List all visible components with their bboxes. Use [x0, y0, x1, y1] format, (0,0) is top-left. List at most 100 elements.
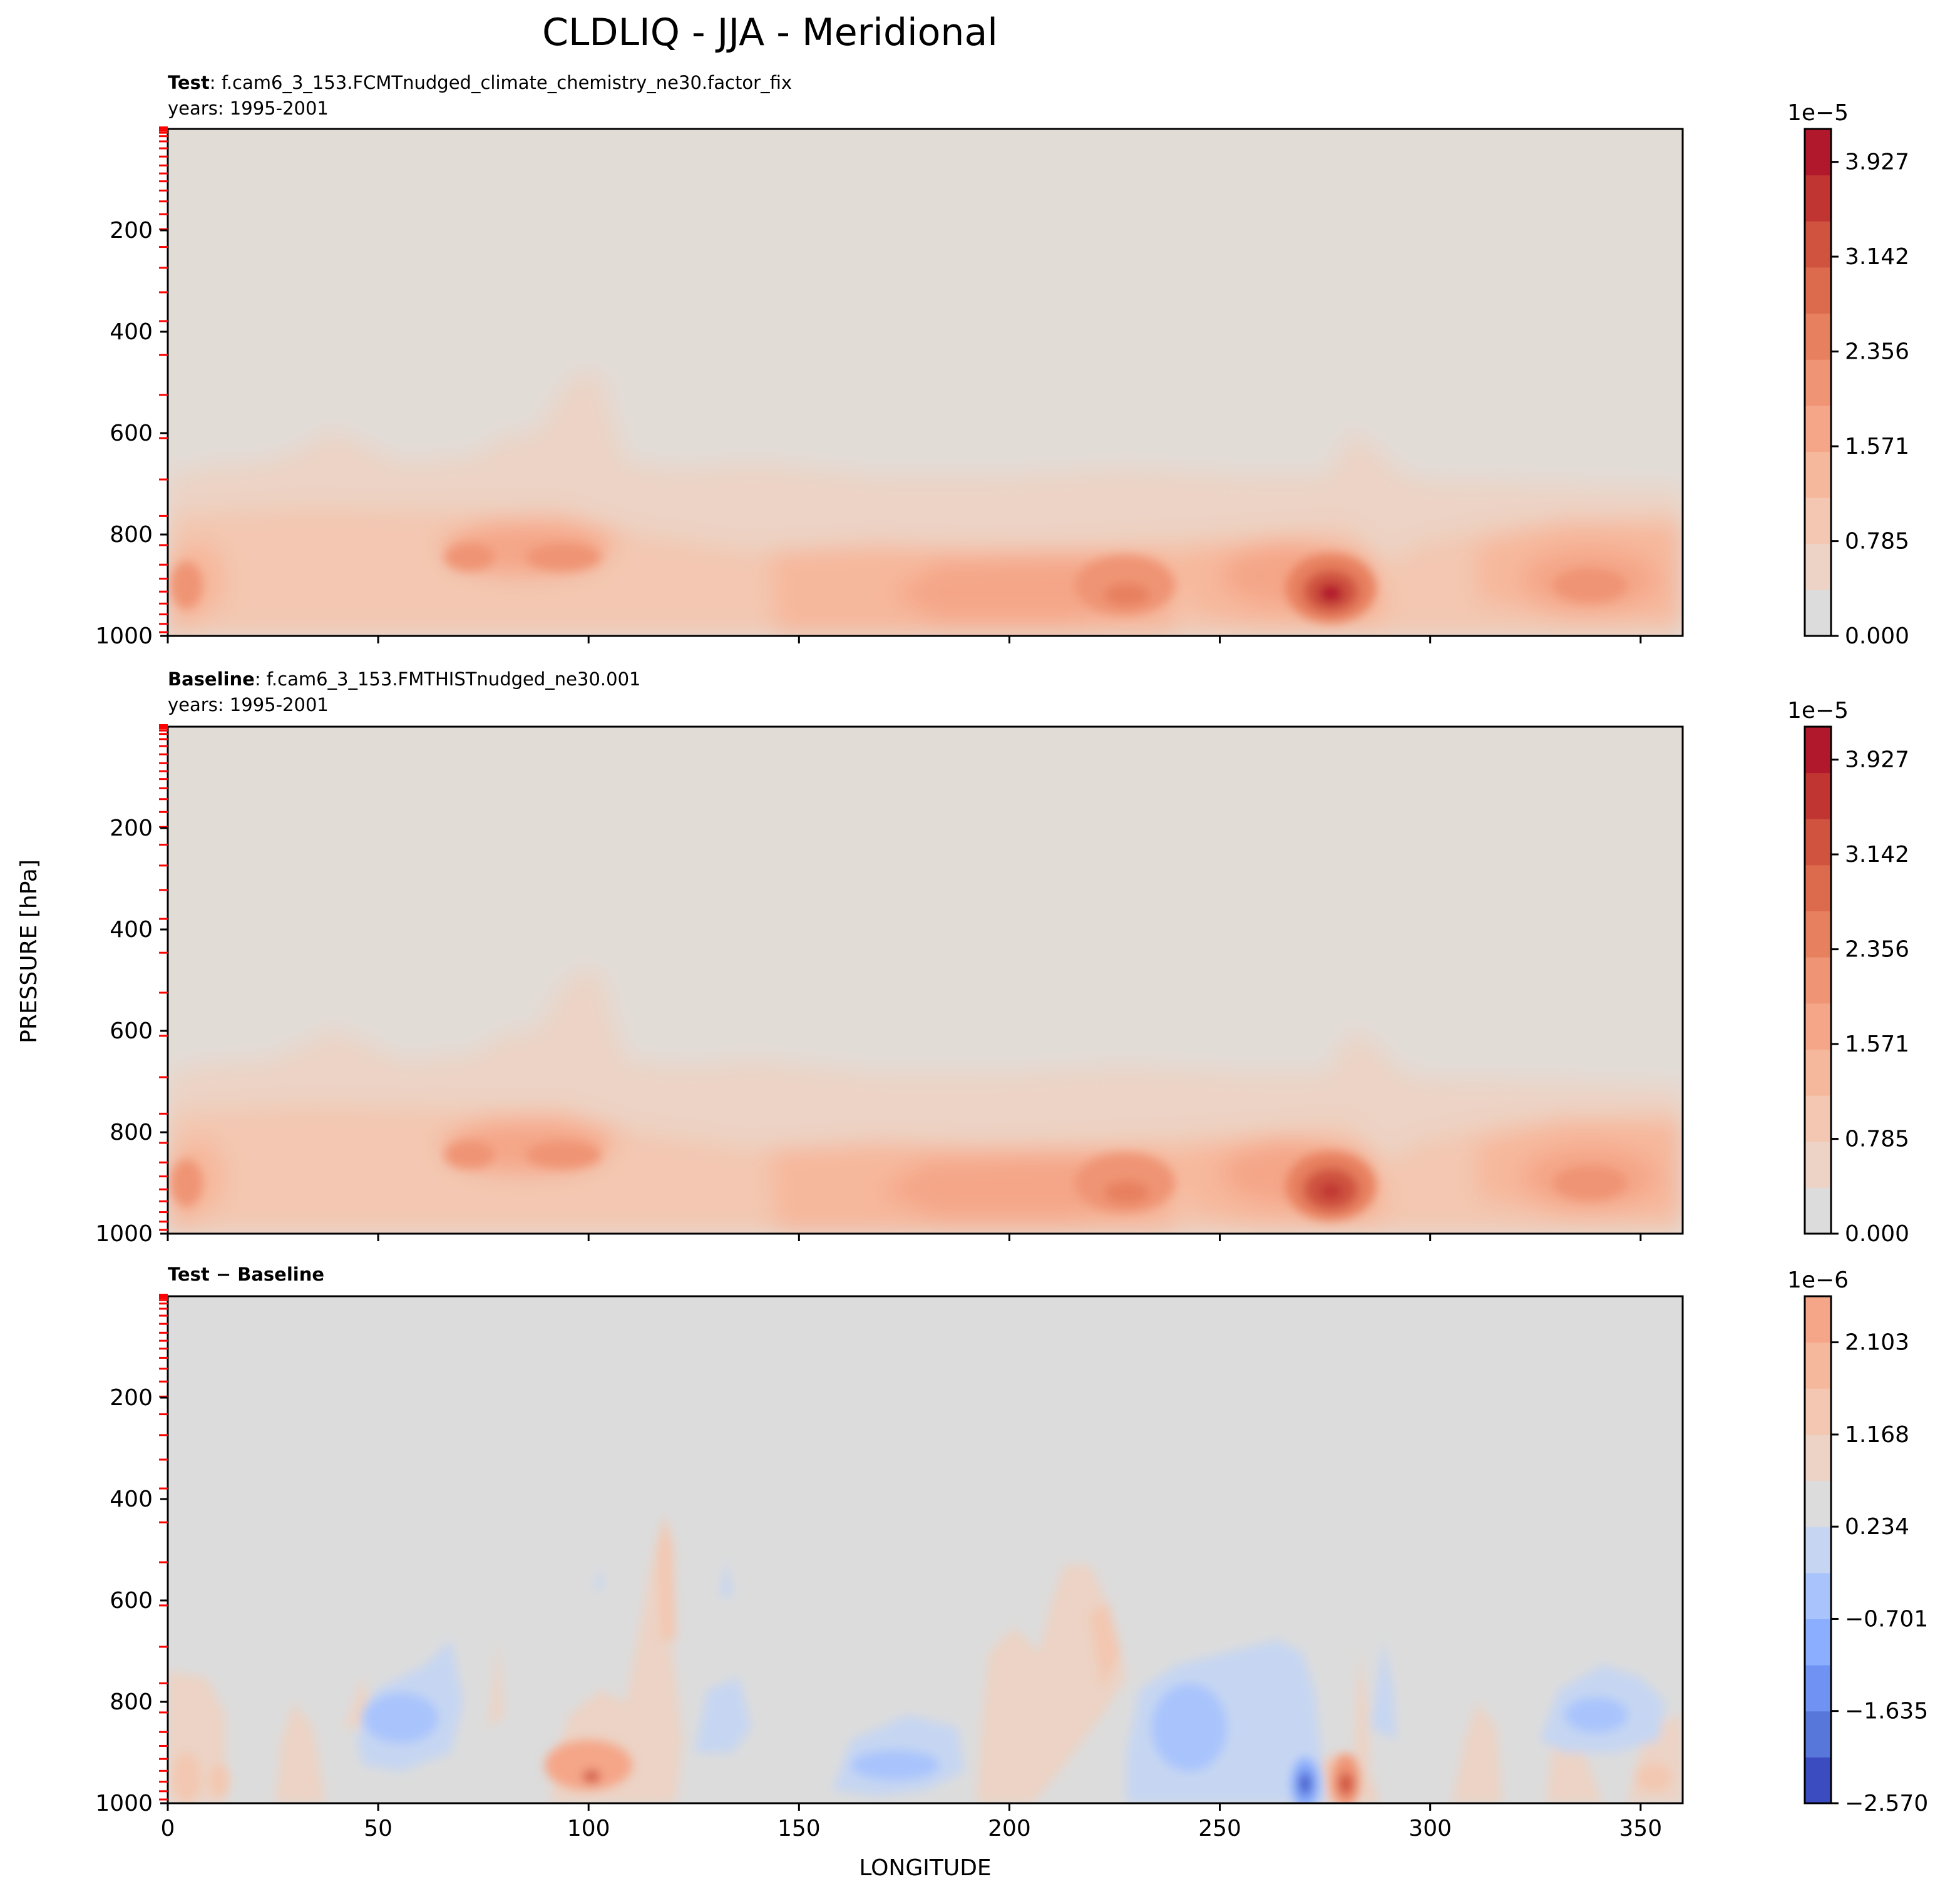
colorbar-band [1805, 1342, 1831, 1389]
y-tick-label: 600 [110, 421, 153, 446]
panel-baseline-label-rest: : f.cam6_3_153.FMTHISTnudged_ne30.001 [255, 668, 641, 690]
colorbar-band [1805, 498, 1831, 545]
panel-difference-label: Test − Baseline [168, 1264, 324, 1285]
colorbar-band [1805, 819, 1831, 866]
model-level-tick [159, 724, 168, 729]
panel-test-colorbar: 0.000 0.785 1.571 2.356 3.142 3.927 1e−5 [1787, 100, 1909, 649]
colorbar-exponent: 1e−6 [1787, 1267, 1849, 1293]
colorbar-band [1805, 129, 1831, 176]
colorbar-tick-label: 1.168 [1845, 1422, 1909, 1448]
x-tick-label: 0 [161, 1816, 175, 1841]
colorbar-band [1805, 1757, 1831, 1804]
colorbar-tick-label: −1.635 [1845, 1699, 1928, 1724]
colorbar-tick-label: 2.103 [1845, 1330, 1909, 1356]
colorbar-tick-label: 3.927 [1845, 747, 1909, 773]
colorbar-band [1805, 175, 1831, 222]
colorbar-band [1805, 1527, 1831, 1574]
y-tick-label: 200 [110, 1385, 153, 1411]
figure-title: CLDLIQ - JJA - Meridional [542, 11, 998, 54]
colorbar-band [1805, 957, 1831, 1004]
colorbar-tick-label: 2.356 [1845, 937, 1909, 963]
colorbar-tick-label: −0.701 [1845, 1606, 1928, 1632]
panel-test: Test: f.cam6_3_153.FCMTnudged_climate_ch… [95, 72, 1909, 649]
colorbar-tick-label: 1.571 [1845, 434, 1909, 459]
panel-baseline-axes: 200 400 600 800 1000 [95, 724, 1642, 1247]
y-tick-label: 1000 [95, 1791, 153, 1816]
colorbar-band [1805, 1095, 1831, 1142]
y-tick-label: 600 [110, 1588, 153, 1614]
x-tick-label: 300 [1408, 1816, 1452, 1841]
colorbar-band [1805, 1003, 1831, 1050]
colorbar-exponent: 1e−5 [1787, 698, 1849, 724]
y-tick-label: 800 [110, 522, 153, 548]
colorbar-band [1805, 1296, 1831, 1343]
y-tick-label: 800 [110, 1120, 153, 1145]
colorbar-tick-label: 3.142 [1845, 244, 1909, 270]
panel-baseline-years: years: 1995-2001 [168, 694, 329, 715]
colorbar-band [1805, 1711, 1831, 1758]
panel-test-label-rest: : f.cam6_3_153.FCMTnudged_climate_chemis… [210, 72, 792, 93]
y-axis-label: PRESSURE [hPa] [16, 859, 42, 1043]
x-tick-label: 50 [364, 1816, 393, 1841]
colorbar-band [1805, 359, 1831, 406]
colorbar-tick-label: 3.142 [1845, 842, 1909, 868]
colorbar-band [1805, 221, 1831, 268]
model-level-tick [159, 126, 168, 131]
y-tick-label: 400 [110, 1487, 153, 1512]
colorbar-band [1805, 864, 1831, 912]
panel-test-field [168, 129, 1683, 636]
x-tick-label: 100 [567, 1816, 610, 1841]
colorbar-frame [1804, 1295, 1832, 1804]
colorbar-band [1805, 1572, 1831, 1619]
panel-difference-colorbar: −2.570 −1.635 −0.701 0.234 1.168 2.103 1e−6 [1787, 1267, 1928, 1816]
panel-baseline-colorbar: 0.000 0.785 1.571 2.356 3.142 3.927 1e−5 [1787, 698, 1909, 1247]
panel-test-label: Test: f.cam6_3_153.FCMTnudged_climate_ch… [168, 72, 792, 93]
colorbar-band [1805, 911, 1831, 958]
x-axis-label: LONGITUDE [859, 1855, 991, 1881]
panel-difference-axes: 200 400 600 800 1000 0 50 100 150 200 250 300 350 [95, 1294, 1662, 1841]
colorbar-frame [1804, 725, 1832, 1235]
colorbar-tick-label: 0.234 [1845, 1514, 1909, 1540]
panel-test-axes: 200 400 600 800 1000 [95, 126, 1642, 649]
x-tick-label: 150 [777, 1816, 821, 1841]
y-tick-label: 800 [110, 1689, 153, 1715]
colorbar-frame [1804, 128, 1832, 637]
colorbar-band [1805, 1187, 1831, 1234]
colorbar-tick-label: 0.000 [1845, 623, 1909, 649]
colorbar-tick-label: 2.356 [1845, 339, 1909, 365]
colorbar-band [1805, 1388, 1831, 1435]
panel-difference-field [168, 1296, 1683, 1803]
colorbar-tick-label: 3.927 [1845, 150, 1909, 175]
colorbar-band [1805, 1480, 1831, 1527]
y-tick-label: 200 [110, 218, 153, 243]
panel-test-label-bold: Test [168, 72, 210, 93]
colorbar-tick-label: 0.785 [1845, 529, 1909, 555]
colorbar-band [1805, 1141, 1831, 1188]
x-tick-label: 200 [988, 1816, 1031, 1841]
y-tick-label: 600 [110, 1018, 153, 1044]
colorbar-exponent: 1e−5 [1787, 100, 1849, 126]
colorbar-tick-label: 1.571 [1845, 1031, 1909, 1057]
panel-test-years: years: 1995-2001 [168, 98, 329, 119]
colorbar-tick-label: −2.570 [1845, 1791, 1928, 1816]
colorbar-tick-label: 0.000 [1845, 1221, 1909, 1247]
x-tick-label: 250 [1198, 1816, 1241, 1841]
colorbar-band [1805, 727, 1831, 774]
y-tick-label: 1000 [95, 1221, 153, 1247]
colorbar-band [1805, 267, 1831, 314]
colorbar-band [1805, 405, 1831, 452]
panel-baseline-label: Baseline: f.cam6_3_153.FMTHISTnudged_ne3… [168, 668, 640, 690]
colorbar-band [1805, 313, 1831, 360]
colorbar-tick-label: 0.785 [1845, 1127, 1909, 1152]
x-tick-label: 350 [1619, 1816, 1662, 1841]
panel-baseline-field [168, 727, 1683, 1234]
panel-baseline: Baseline: f.cam6_3_153.FMTHISTnudged_ne3… [95, 668, 1909, 1247]
y-tick-label: 400 [110, 917, 153, 943]
colorbar-band [1805, 590, 1831, 637]
y-tick-label: 200 [110, 816, 153, 841]
colorbar-band [1805, 772, 1831, 819]
panel-difference: Test − Baseline [95, 1264, 1928, 1841]
colorbar-band [1805, 1619, 1831, 1666]
model-level-tick [159, 1294, 168, 1299]
